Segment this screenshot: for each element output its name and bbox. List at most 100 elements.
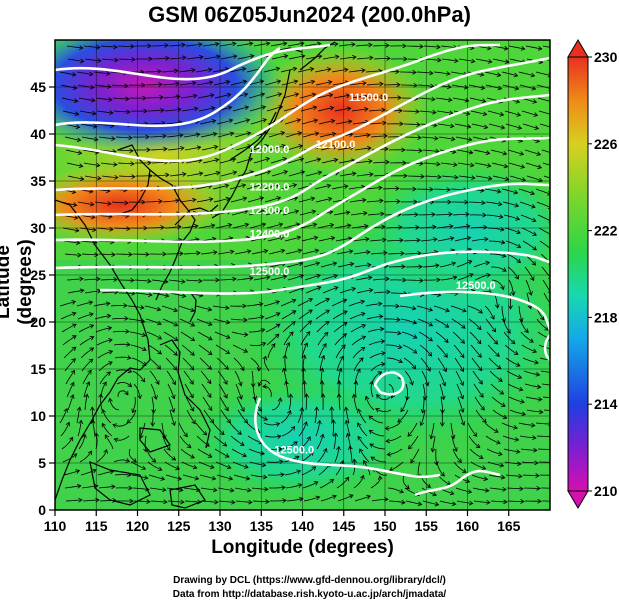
streamline-arrow <box>490 315 495 320</box>
streamline <box>526 175 543 182</box>
streamline <box>387 487 404 493</box>
streamline <box>525 396 542 400</box>
streamline-arrow <box>429 70 434 76</box>
credit-data: Data from http://database.rish.kyoto-u.a… <box>172 589 447 600</box>
streamline-arrow <box>447 199 452 205</box>
streamline-arrow <box>246 487 252 493</box>
streamline <box>441 58 458 62</box>
streamline-arrow <box>535 473 540 478</box>
streamline <box>356 289 373 294</box>
streamline-arrow <box>79 58 85 64</box>
streamline <box>301 236 318 242</box>
streamline-arrow <box>435 263 440 269</box>
streamline <box>64 485 81 489</box>
streamline <box>288 55 305 60</box>
streamline-arrow <box>280 248 286 254</box>
streamline-arrow <box>101 408 106 414</box>
streamline <box>542 396 550 399</box>
streamline <box>331 69 348 73</box>
streamline-arrow <box>312 222 318 228</box>
streamline-arrow <box>207 350 213 356</box>
streamline <box>185 279 203 282</box>
streamline-arrow <box>468 273 474 278</box>
streamline-arrow <box>415 225 420 230</box>
y-tick-label: 45 <box>30 79 46 95</box>
streamline-arrow <box>92 227 97 233</box>
streamline-arrow <box>431 212 436 217</box>
streamline-arrow <box>448 110 454 116</box>
streamline <box>264 197 281 203</box>
streamline-arrow <box>123 303 128 308</box>
streamline-arrow <box>478 379 483 385</box>
streamline <box>355 381 357 398</box>
streamline <box>149 487 166 491</box>
streamline <box>280 184 297 190</box>
streamline <box>249 329 265 333</box>
contour-label: 12100.0 <box>316 139 356 151</box>
streamline-arrow <box>275 300 281 305</box>
streamline-arrow <box>396 330 402 336</box>
streamline <box>336 356 344 372</box>
streamline <box>164 461 180 470</box>
streamline-arrow <box>415 109 420 114</box>
streamline <box>60 422 70 437</box>
streamline-arrow <box>312 105 318 111</box>
streamline <box>504 344 519 355</box>
contour-label: 12300.0 <box>250 205 290 217</box>
streamline <box>320 368 323 385</box>
streamline-arrow <box>369 172 374 177</box>
streamline-arrow <box>418 264 423 270</box>
streamline-arrow <box>320 354 326 360</box>
streamline-arrow <box>327 80 333 85</box>
streamline-arrow <box>262 118 268 123</box>
streamline <box>135 292 152 296</box>
streamline <box>198 107 215 112</box>
streamline-arrow <box>459 394 465 400</box>
streamline <box>199 474 216 480</box>
streamline <box>200 251 217 255</box>
streamline <box>365 303 382 307</box>
streamline-arrow <box>275 422 281 427</box>
streamline-arrow <box>265 41 271 47</box>
streamline-arrow <box>71 358 76 363</box>
streamline-arrow <box>124 315 129 321</box>
streamline-arrow <box>309 451 314 456</box>
streamline-arrow <box>301 354 307 360</box>
streamline <box>503 448 520 453</box>
streamline-arrow <box>443 353 448 358</box>
streamline <box>492 58 509 63</box>
streamline-arrow <box>400 407 405 413</box>
streamline <box>543 175 550 179</box>
coastline <box>149 169 196 301</box>
streamline-arrow <box>126 355 132 360</box>
streamline <box>422 149 439 152</box>
streamline <box>458 58 475 62</box>
streamline-arrow <box>465 211 470 217</box>
streamline-arrow <box>539 409 544 415</box>
streamline-arrow <box>310 196 316 202</box>
streamline-arrow <box>513 72 519 78</box>
streamline-arrow <box>556 60 560 64</box>
streamline-arrow <box>331 131 337 137</box>
streamline <box>487 344 500 357</box>
streamline-arrow <box>289 331 294 336</box>
streamline-arrow <box>126 226 131 232</box>
streamline-arrow <box>434 135 439 141</box>
streamline-arrow <box>276 79 282 85</box>
colorbar-tick-label: 218 <box>594 309 618 325</box>
streamline <box>305 171 322 177</box>
streamline-arrow <box>207 336 213 341</box>
streamline <box>165 121 182 125</box>
streamline <box>470 110 487 115</box>
streamline <box>487 110 504 116</box>
streamline <box>356 173 373 177</box>
streamline <box>246 184 263 190</box>
streamline <box>303 496 320 502</box>
streamline <box>355 44 373 47</box>
streamline <box>91 407 95 424</box>
streamline <box>95 327 112 333</box>
streamline-arrow <box>313 481 319 486</box>
streamline <box>522 240 537 251</box>
streamline <box>471 474 488 480</box>
streamline <box>322 56 339 60</box>
